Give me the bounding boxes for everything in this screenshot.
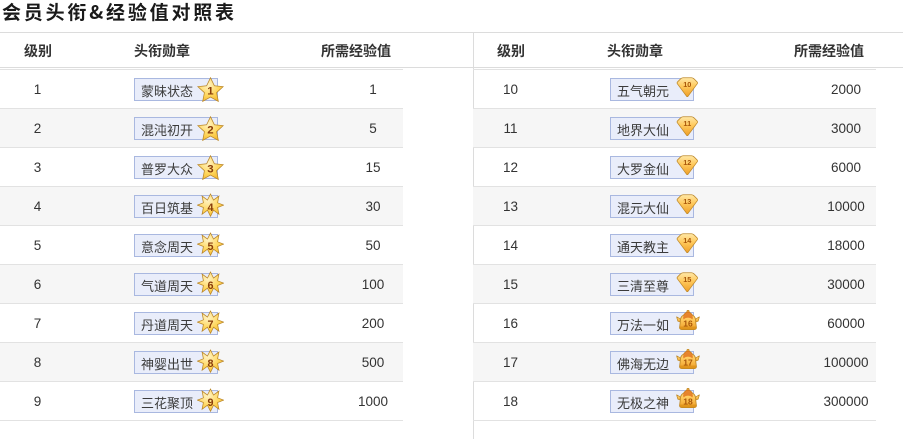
svg-text:1: 1 <box>207 85 214 97</box>
svg-text:8: 8 <box>207 358 213 370</box>
svg-text:17: 17 <box>683 358 693 368</box>
svg-text:14: 14 <box>683 236 692 245</box>
svg-text:2: 2 <box>207 124 213 136</box>
svg-text:7: 7 <box>207 319 213 331</box>
svg-text:16: 16 <box>683 319 693 329</box>
svg-text:3: 3 <box>207 164 213 176</box>
svg-text:6: 6 <box>207 280 213 292</box>
svg-text:15: 15 <box>683 275 691 284</box>
svg-text:13: 13 <box>683 197 691 206</box>
svg-text:4: 4 <box>207 202 213 214</box>
svg-text:12: 12 <box>683 158 691 167</box>
svg-text:10: 10 <box>683 80 691 89</box>
svg-text:5: 5 <box>207 241 213 253</box>
svg-text:18: 18 <box>683 397 693 407</box>
svg-text:9: 9 <box>207 397 213 409</box>
svg-text:11: 11 <box>683 119 691 128</box>
